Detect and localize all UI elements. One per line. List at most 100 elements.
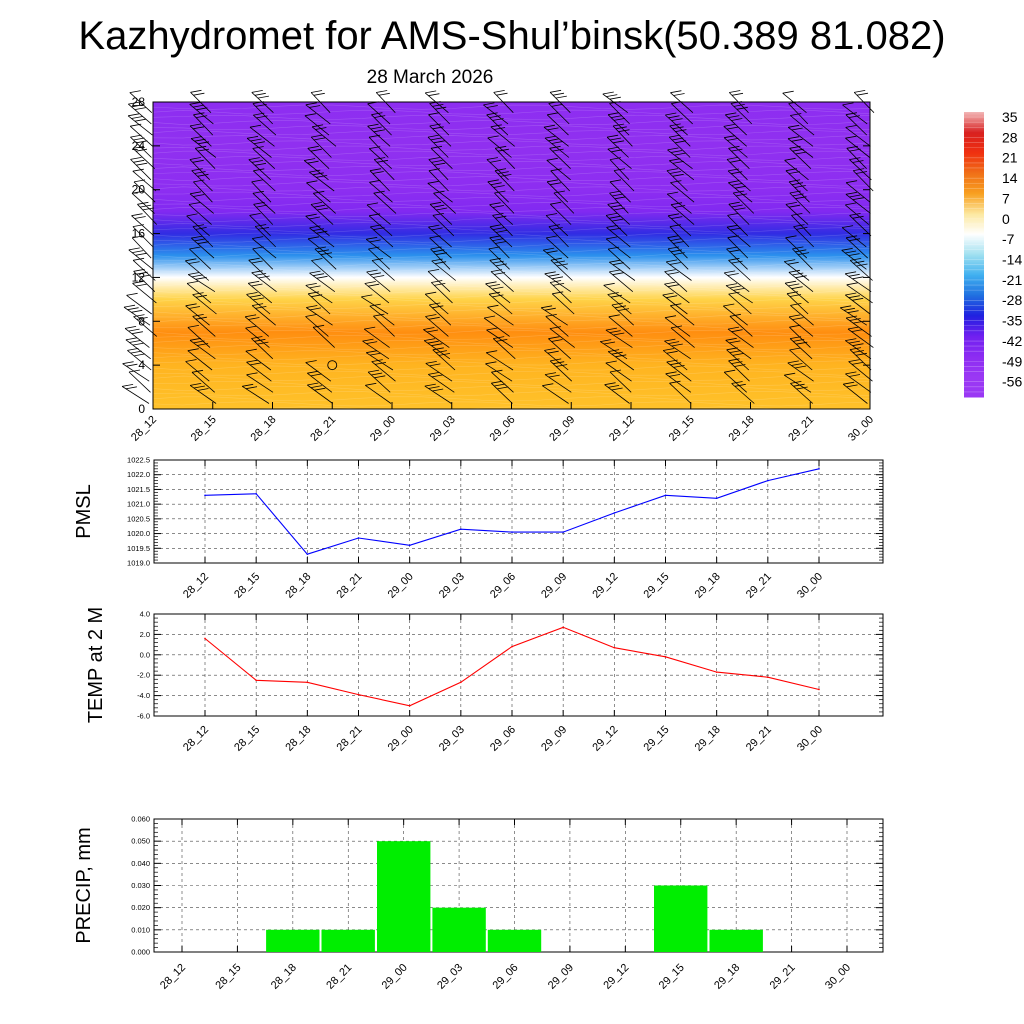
barb-flag [727,213,739,216]
barb-flag [603,282,615,286]
barb-flag [672,126,684,130]
wind-barb [664,269,688,292]
barb-flag [134,118,146,122]
barb-shaft [546,237,569,259]
barb-flag [123,304,136,308]
wind-barb [427,180,453,203]
wind-barb [251,90,274,113]
barb-flag [368,246,380,250]
barb-flag [489,202,501,206]
wind-barb [603,282,631,304]
barb-flag [607,134,619,138]
barb-flag [666,295,678,299]
barb-flag [731,148,743,152]
barb-shaft [842,104,868,125]
barb-flag [666,168,678,171]
barb-flag [373,190,385,194]
barb-shaft [483,317,510,337]
barb-flag [727,326,740,330]
barb-shaft [131,215,155,237]
barb-shaft [132,282,157,304]
barb-flag [134,353,146,357]
barb-shaft [727,237,749,259]
barb-shaft [848,361,873,382]
temp-point [664,656,667,658]
contour-line [152,186,871,192]
barb-shaft [789,326,811,348]
barb-shaft [373,192,397,214]
barb-flag [251,260,263,264]
pmsl-y-tick-label: 1021.5 [127,485,150,494]
barb-shaft [307,372,333,393]
barb-flag [193,385,205,389]
barb-flag [669,380,681,384]
barb-shaft [430,148,453,169]
wind-barb [727,213,748,237]
precip-bar [266,929,320,952]
barb-flag [606,213,618,216]
contour-line [152,196,871,202]
barb-shaft [492,215,513,237]
wind-barb [304,113,330,136]
barb-shaft [605,215,628,237]
barb-shaft [725,339,752,360]
barb-flag [784,372,796,376]
precip-y-tick-label: 0.050 [131,837,150,846]
barb-flag [129,90,141,93]
barb-flag [314,246,326,250]
barb-flag [189,246,201,250]
barb-flag [608,314,620,318]
wind-barb [365,236,392,259]
barb-flag [191,136,203,139]
barb-flag [795,365,807,369]
barb-shaft [368,215,393,237]
barb-shaft [186,215,210,237]
barb-flag [126,363,138,367]
wind-barb [785,235,808,259]
barb-flag [664,338,676,342]
precip-x-tick-label: 29_06 [491,962,521,992]
barb-shaft [428,159,449,181]
barb-flag [489,235,501,239]
barb-flag [551,339,563,342]
barb-shaft [550,259,573,281]
barb-shaft [668,136,691,158]
barb-flag [614,305,627,309]
contour-line [152,253,871,259]
barb-shaft [844,273,872,293]
barb-flag [255,306,267,309]
barb-shaft [193,181,213,203]
barb-flag [849,148,861,152]
wind-barb [546,179,569,203]
wind-barb [548,336,571,360]
barb-shaft [310,92,331,113]
barb-shaft [190,138,217,158]
barb-flag [372,171,384,174]
barb-flag [132,280,144,284]
wind-barb [782,90,807,114]
barb-flag [366,202,379,206]
wind-barb [728,291,752,315]
barb-flag [729,350,741,353]
x-tick-label: 29_06 [488,414,518,444]
barb-flag [194,138,206,142]
barb-flag [190,123,202,127]
colorbar-label: 14 [1002,170,1018,186]
barb-flag [125,337,137,341]
barb-shaft [729,316,753,337]
y-tick-label: 4 [138,358,145,372]
barb-flag [494,168,507,172]
wind-barb [428,112,450,136]
barb-flag [605,360,617,364]
barb-flag [788,283,800,287]
barb-shaft [131,237,152,259]
barb-shaft [427,271,451,292]
barb-flag [492,238,504,241]
barb-flag [550,257,562,261]
barb-flag [849,157,861,160]
barb-flag [725,283,738,286]
barb-flag [734,207,746,211]
barb-flag [310,202,323,205]
barb-flag [376,159,389,163]
barb-flag [488,284,500,287]
